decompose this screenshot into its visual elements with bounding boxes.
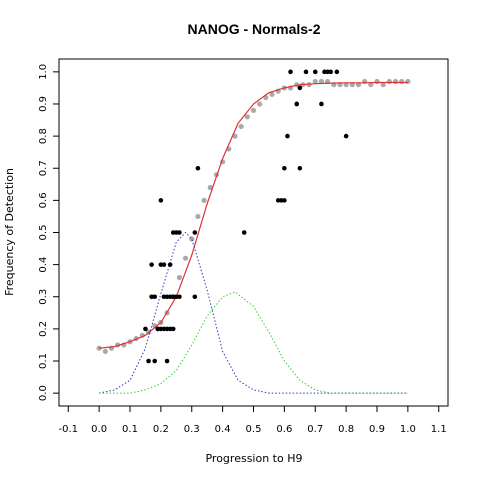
x-tick-label: 0.7 [307,424,323,435]
y-tick-label: 0.3 [38,289,49,305]
y-tick-label: 0.1 [38,353,49,369]
data-point [146,358,151,364]
x-tick-label: 0.3 [184,424,200,435]
smoothed-point [182,255,189,261]
data-point [195,165,201,171]
y-tick-label: 0.9 [38,96,49,112]
data-point [152,358,158,364]
smoothed-point [312,78,318,85]
smoothed-point [176,274,183,281]
data-point [312,69,318,75]
smoothed-point [102,348,108,354]
data-point [177,294,182,300]
smoothed-point [318,78,325,85]
x-tick-label: 0.2 [153,424,169,435]
smoothed-point [399,78,405,85]
data-point [282,198,287,203]
smoothed-point [257,101,263,107]
data-point [161,262,167,267]
x-tick-label: 1.1 [431,424,447,435]
x-tick-label: 1.0 [400,424,416,435]
smoothed-point [355,82,362,88]
x-tick-label: 0.0 [91,424,107,435]
data-point [294,101,300,107]
data-point [297,165,303,171]
data-point [192,230,198,235]
y-axis: 0.0 0.1 0.2 0.3 0.4 0.5 0.6 0.7 0.8 0.9 1.0 [38,64,59,401]
chart-title: NANOG - Normals-2 [187,21,320,37]
data-point [192,294,198,300]
data-point [288,69,293,75]
y-tick-label: 0.0 [38,385,49,401]
data-point [143,326,148,332]
density-curve-blue [98,231,408,394]
data-point [158,198,164,203]
x-tick-label: 0.9 [369,424,385,435]
y-tick-label: 0.8 [38,128,49,144]
data-point [241,230,247,235]
y-tick-label: 0.4 [38,257,49,273]
data-point [328,69,333,75]
data-point [343,133,349,139]
data-point [285,133,290,139]
data-point [334,69,340,75]
data-point [303,69,309,75]
smoothed-point [201,197,207,203]
x-tick-label: 0.1 [122,424,138,435]
smoothed-point [244,114,250,120]
y-axis-label: Frequency of Detection [3,168,16,296]
data-point [152,294,158,300]
data-point [149,262,154,267]
smoothed-point [392,78,399,85]
data-point [319,101,324,107]
smoothed-point [306,82,312,88]
smoothed-point [269,91,275,97]
x-tick-label: 0.8 [338,424,354,435]
y-tick-label: 0.2 [38,321,49,337]
x-tick-label: 0.5 [246,424,262,435]
smoothed-point [349,82,355,88]
smoothed-point [368,82,374,88]
x-tick-label: -0.1 [59,424,79,435]
smoothed-point [374,78,380,85]
smoothed-point [238,123,244,130]
plot-area [96,69,411,394]
smoothed-point [250,107,257,114]
x-tick-label: 0.6 [276,424,292,435]
smoothed-point [405,78,411,85]
y-tick-label: 0.5 [38,225,49,241]
data-point [297,85,303,91]
data-point [170,326,176,332]
y-tick-label: 0.7 [38,160,49,176]
density-curve-green [99,291,408,394]
data-point [282,165,287,171]
smoothed-point [386,78,392,85]
smoothed-point [195,213,201,220]
y-tick-label: 0.6 [38,192,49,208]
data-point [167,262,173,267]
smoothed-point [207,184,213,191]
x-axis: -0.1 0.0 0.1 0.2 0.3 0.4 0.5 0.6 0.7 0.8 0.9 1.0 1.1 [59,406,447,435]
data-point [177,230,182,235]
x-axis-label: Progression to H9 [205,452,302,465]
data-point [164,358,170,364]
smoothed-point [380,82,386,88]
y-tick-label: 1.0 [38,64,49,80]
x-tick-label: 0.4 [215,424,231,435]
